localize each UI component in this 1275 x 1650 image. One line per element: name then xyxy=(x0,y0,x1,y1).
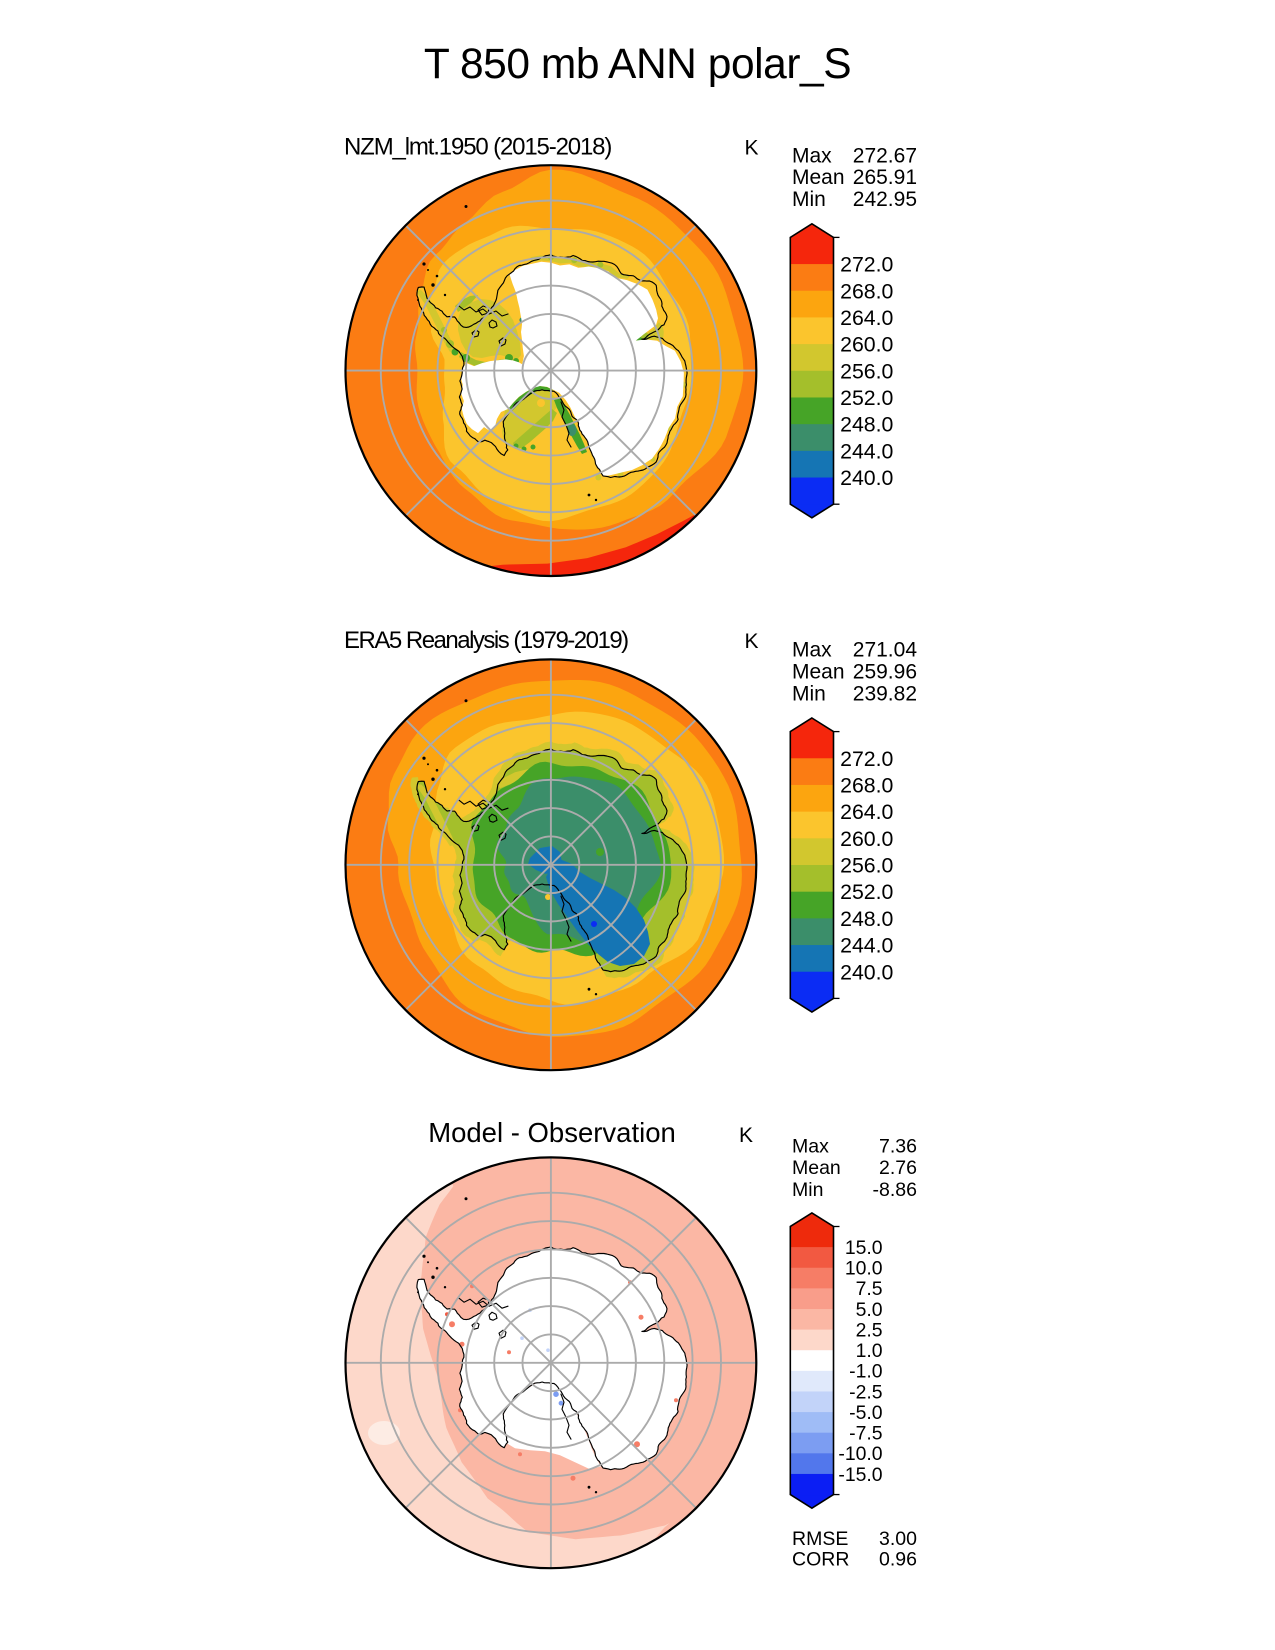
svg-text:240.0: 240.0 xyxy=(840,960,893,984)
svg-text:268.0: 268.0 xyxy=(840,279,893,303)
svg-text:248.0: 248.0 xyxy=(840,907,893,931)
svg-text:K: K xyxy=(744,630,758,653)
svg-text:260.0: 260.0 xyxy=(840,333,893,357)
svg-text:CORR: CORR xyxy=(792,1549,849,1571)
svg-text:Max: Max xyxy=(792,1135,829,1157)
svg-text:271.04: 271.04 xyxy=(853,639,918,662)
svg-text:Min: Min xyxy=(792,188,826,211)
svg-text:259.96: 259.96 xyxy=(853,660,917,683)
svg-text:260.0: 260.0 xyxy=(840,827,893,851)
svg-text:272.0: 272.0 xyxy=(840,747,893,771)
svg-text:3.00: 3.00 xyxy=(879,1528,917,1550)
svg-text:Max: Max xyxy=(792,144,832,167)
svg-text:-2.5: -2.5 xyxy=(849,1381,882,1403)
svg-text:1.0: 1.0 xyxy=(856,1340,883,1362)
svg-text:Mean: Mean xyxy=(792,166,845,189)
svg-text:272.0: 272.0 xyxy=(840,253,893,277)
svg-text:244.0: 244.0 xyxy=(840,439,893,463)
svg-text:NZM_lmt.1950 (2015-2018): NZM_lmt.1950 (2015-2018) xyxy=(344,134,611,161)
svg-text:-10.0: -10.0 xyxy=(838,1443,882,1465)
svg-text:252.0: 252.0 xyxy=(840,386,893,410)
svg-text:-1.0: -1.0 xyxy=(849,1361,883,1383)
svg-text:248.0: 248.0 xyxy=(840,413,893,437)
svg-text:0.96: 0.96 xyxy=(879,1549,917,1571)
svg-text:-15.0: -15.0 xyxy=(838,1464,882,1486)
svg-text:Min: Min xyxy=(792,682,826,705)
svg-text:K: K xyxy=(744,137,758,160)
svg-text:Mean: Mean xyxy=(792,1157,841,1179)
svg-text:244.0: 244.0 xyxy=(840,934,893,958)
svg-text:264.0: 264.0 xyxy=(840,800,893,824)
svg-text:10.0: 10.0 xyxy=(845,1258,883,1280)
svg-text:242.95: 242.95 xyxy=(853,188,917,211)
svg-text:240.0: 240.0 xyxy=(840,466,893,490)
svg-text:-8.86: -8.86 xyxy=(873,1179,917,1201)
svg-text:7.5: 7.5 xyxy=(856,1278,883,1300)
svg-text:256.0: 256.0 xyxy=(840,359,893,383)
svg-text:-5.0: -5.0 xyxy=(849,1402,883,1424)
svg-text:ERA5 Reanalysis (1979-2019): ERA5 Reanalysis (1979-2019) xyxy=(344,627,628,654)
svg-text:K: K xyxy=(739,1124,753,1147)
svg-text:272.67: 272.67 xyxy=(853,144,917,167)
svg-text:5.0: 5.0 xyxy=(856,1299,883,1321)
svg-text:252.0: 252.0 xyxy=(840,880,893,904)
svg-text:15.0: 15.0 xyxy=(845,1237,883,1259)
svg-text:T 850 mb ANN polar_S: T 850 mb ANN polar_S xyxy=(424,41,851,88)
svg-text:Mean: Mean xyxy=(792,660,845,683)
svg-text:Max: Max xyxy=(792,639,832,662)
svg-text:239.82: 239.82 xyxy=(853,682,917,705)
svg-text:264.0: 264.0 xyxy=(840,306,893,330)
svg-text:Model - Observation: Model - Observation xyxy=(428,1117,676,1148)
svg-text:268.0: 268.0 xyxy=(840,774,893,798)
svg-text:2.5: 2.5 xyxy=(856,1320,883,1342)
svg-text:256.0: 256.0 xyxy=(840,854,893,878)
svg-text:Min: Min xyxy=(792,1179,823,1201)
svg-text:-7.5: -7.5 xyxy=(849,1423,882,1445)
svg-text:2.76: 2.76 xyxy=(879,1157,917,1179)
svg-text:265.91: 265.91 xyxy=(853,166,917,189)
svg-text:7.36: 7.36 xyxy=(879,1135,917,1157)
svg-text:RMSE: RMSE xyxy=(792,1528,848,1550)
